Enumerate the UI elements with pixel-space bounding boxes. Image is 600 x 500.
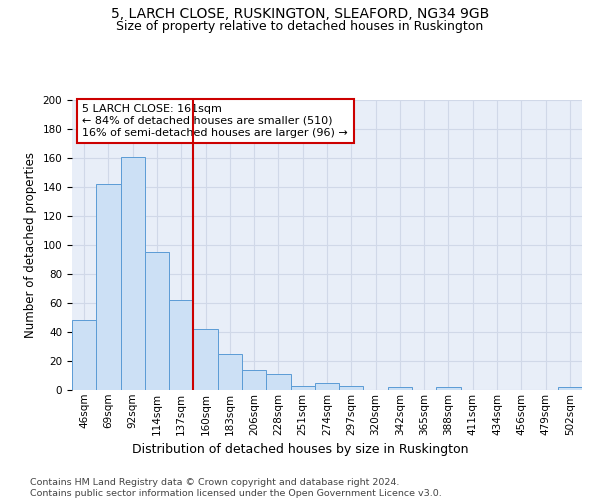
Bar	[121, 156, 145, 390]
Text: 5, LARCH CLOSE, RUSKINGTON, SLEAFORD, NG34 9GB: 5, LARCH CLOSE, RUSKINGTON, SLEAFORD, NG…	[111, 8, 489, 22]
Bar	[315, 383, 339, 390]
Bar	[558, 387, 582, 390]
Bar	[96, 184, 121, 390]
Bar	[242, 370, 266, 390]
Bar	[339, 386, 364, 390]
Y-axis label: Number of detached properties: Number of detached properties	[24, 152, 37, 338]
Bar	[72, 320, 96, 390]
Bar	[193, 329, 218, 390]
Bar	[218, 354, 242, 390]
Bar	[290, 386, 315, 390]
Bar	[436, 387, 461, 390]
Bar	[145, 252, 169, 390]
Text: 5 LARCH CLOSE: 161sqm
← 84% of detached houses are smaller (510)
16% of semi-det: 5 LARCH CLOSE: 161sqm ← 84% of detached …	[82, 104, 348, 138]
Bar	[388, 387, 412, 390]
Bar	[169, 300, 193, 390]
Text: Contains HM Land Registry data © Crown copyright and database right 2024.
Contai: Contains HM Land Registry data © Crown c…	[30, 478, 442, 498]
Text: Distribution of detached houses by size in Ruskington: Distribution of detached houses by size …	[132, 442, 468, 456]
Bar	[266, 374, 290, 390]
Text: Size of property relative to detached houses in Ruskington: Size of property relative to detached ho…	[116, 20, 484, 33]
